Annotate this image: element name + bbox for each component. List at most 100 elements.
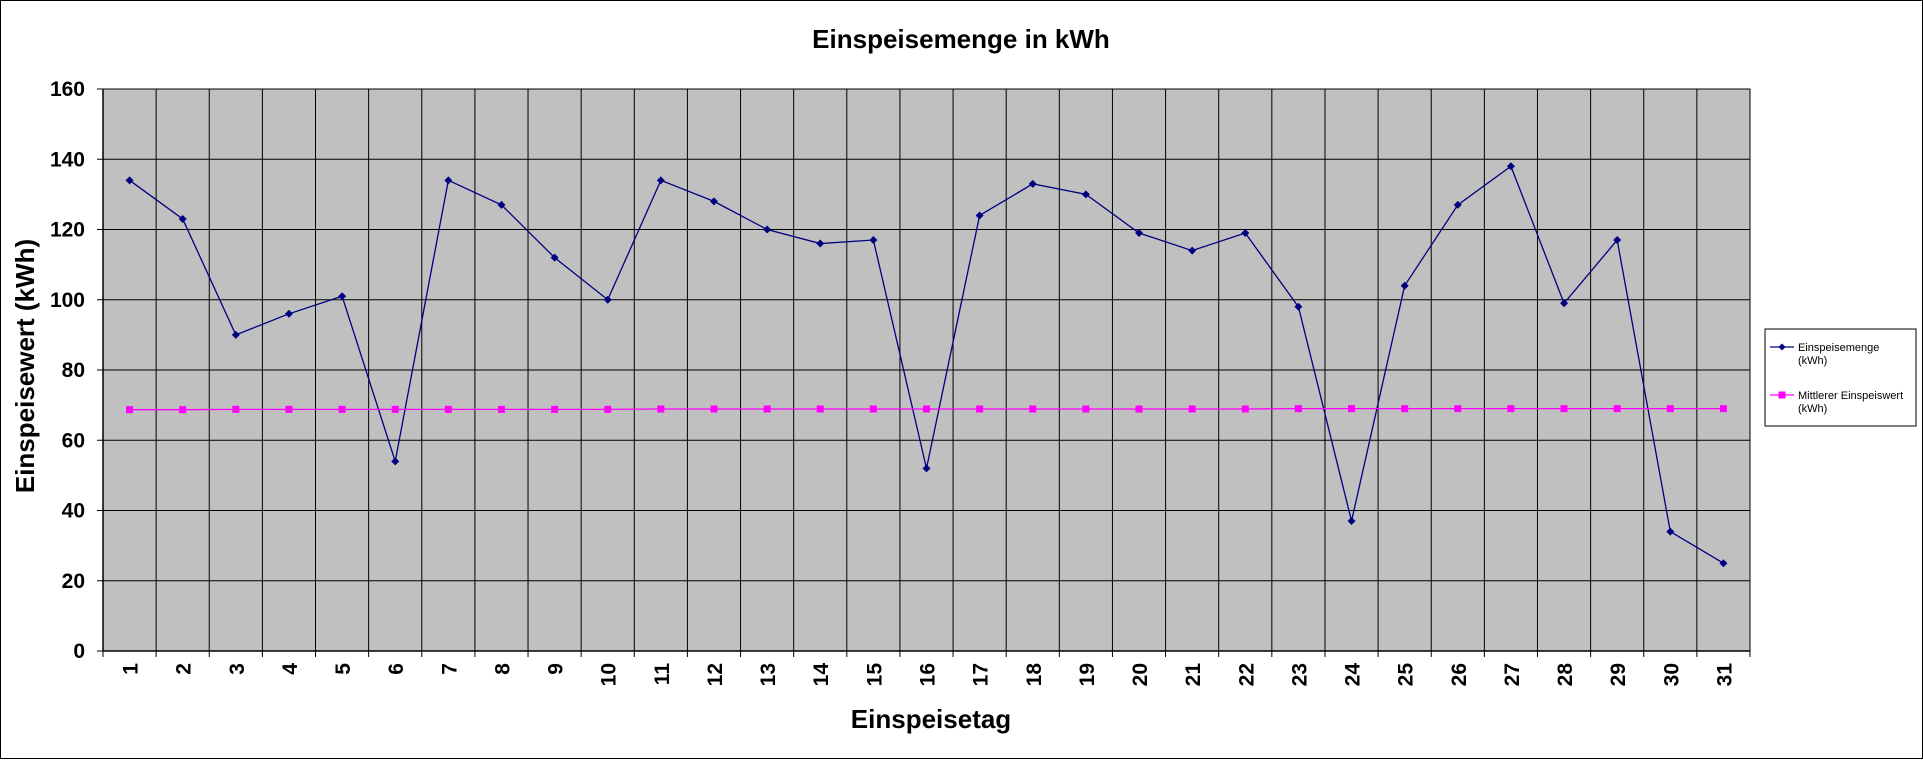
chart-title: Einspeisemenge in kWh [812, 24, 1110, 54]
data-point [1241, 405, 1249, 413]
x-tick-label: 11 [651, 663, 674, 686]
data-point [1666, 405, 1674, 413]
data-point [391, 457, 400, 466]
legend-swatch-marker [1778, 343, 1786, 351]
data-point [1294, 405, 1302, 413]
data-point [1613, 405, 1621, 413]
data-point [338, 292, 347, 301]
legend-swatch-marker [1778, 391, 1786, 399]
legend-label: (kWh) [1798, 355, 1827, 367]
x-axis-ticks: 1 2 3 4 5 6 7 8 9 10 11 12 13 14 15 16 17 18 19 20 21 22 23 24 2… [102, 651, 1751, 687]
x-tick-label: 17 [970, 663, 993, 686]
series-layer [125, 162, 1728, 568]
legend-item: Mittlerer Einspeiswert(kWh) [1770, 390, 1903, 415]
data-point [604, 405, 612, 413]
legend-label: Einspeisemenge [1798, 342, 1879, 354]
x-tick-label: 2 [173, 663, 196, 675]
data-point [763, 225, 772, 234]
data-point [975, 211, 984, 220]
data-point [1348, 405, 1356, 413]
x-tick-label: 30 [1660, 663, 1683, 686]
data-point [497, 405, 505, 413]
data-point [869, 236, 878, 245]
data-point [922, 464, 931, 473]
data-point [391, 405, 399, 413]
x-tick-label: 25 [1395, 663, 1418, 687]
x-tick-label: 26 [1448, 663, 1471, 686]
data-point [1400, 281, 1409, 290]
data-point [1560, 405, 1568, 413]
x-tick-label: 4 [279, 663, 302, 675]
data-point [1029, 405, 1037, 413]
x-tick-label: 23 [1288, 663, 1311, 686]
data-point [338, 405, 346, 413]
y-tick-label: 60 [62, 429, 85, 452]
data-point [285, 405, 293, 413]
y-axis-title: Einspeisewert (kWh) [10, 239, 40, 493]
y-tick-label: 80 [62, 359, 85, 382]
y-tick-label: 160 [50, 78, 85, 101]
data-point [232, 405, 240, 413]
x-tick-label: 6 [385, 663, 408, 675]
data-point [976, 405, 984, 413]
data-point [1507, 405, 1515, 413]
data-point [657, 405, 665, 413]
data-point [1506, 162, 1515, 171]
data-point [1081, 190, 1090, 199]
data-point [1560, 299, 1569, 308]
y-axis-ticks: 0 20 40 60 80 100 120 140 160 [50, 78, 103, 663]
data-point [444, 176, 453, 185]
data-point [763, 405, 771, 413]
data-point [179, 406, 187, 414]
data-point [1347, 517, 1356, 526]
x-tick-label: 18 [1023, 663, 1046, 687]
data-point [284, 309, 293, 318]
data-point [231, 330, 240, 339]
x-tick-label: 31 [1713, 663, 1736, 687]
y-tick-label: 140 [50, 148, 85, 171]
y-tick-label: 20 [62, 570, 85, 593]
x-tick-label: 12 [704, 663, 727, 686]
x-tick-label: 3 [226, 663, 249, 675]
data-point [126, 406, 134, 414]
data-point [816, 239, 825, 248]
data-point [1241, 229, 1250, 238]
legend: Einspeisemenge(kWh) Mittlerer Einspeiswer… [1764, 328, 1917, 427]
x-tick-label: 14 [810, 663, 833, 687]
data-point [603, 295, 612, 304]
data-point [1028, 179, 1037, 188]
data-point [923, 405, 930, 413]
y-tick-label: 120 [50, 219, 85, 242]
data-point [709, 197, 718, 206]
x-tick-label: 10 [598, 663, 621, 686]
y-tick-label: 40 [62, 500, 85, 523]
data-point [178, 214, 187, 223]
x-tick-label: 29 [1607, 663, 1630, 686]
data-point [1453, 200, 1462, 209]
data-point [551, 405, 559, 413]
data-point [1719, 405, 1727, 413]
data-point [656, 176, 665, 185]
x-tick-label: 8 [491, 663, 514, 675]
x-axis-title: Einspeisetag [851, 704, 1011, 734]
legend-label: Mittlerer Einspeiswert [1798, 390, 1903, 402]
data-point [1082, 405, 1090, 413]
x-tick-label: 24 [1342, 663, 1365, 687]
x-tick-label: 9 [545, 663, 568, 675]
series-1 [125, 162, 1728, 568]
x-tick-label: 5 [332, 663, 355, 675]
x-tick-label: 7 [438, 663, 461, 675]
y-tick-label: 0 [73, 640, 85, 663]
data-point [1613, 236, 1622, 245]
data-point [125, 176, 134, 185]
x-tick-label: 22 [1235, 663, 1258, 686]
x-tick-label: 20 [1129, 663, 1152, 686]
legend-box [1764, 328, 1917, 427]
data-point [1135, 405, 1143, 413]
x-tick-label: 21 [1182, 663, 1205, 687]
data-point [550, 253, 559, 262]
y-tick-label: 100 [50, 289, 85, 312]
legend-item: Einspeisemenge(kWh) [1770, 342, 1879, 367]
